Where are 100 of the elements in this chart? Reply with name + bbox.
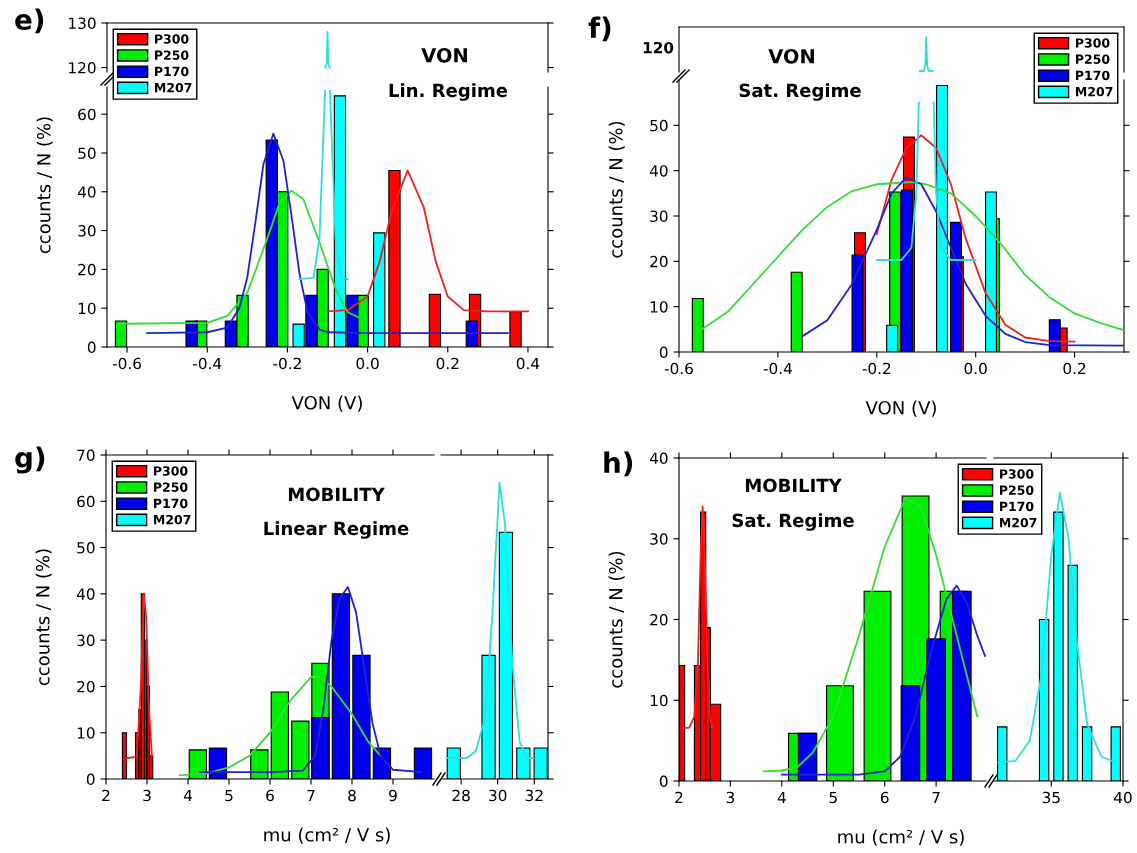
x-tick-label: 8 <box>348 789 356 802</box>
legend-label: M207 <box>1075 86 1113 97</box>
x-tick-label: 0.0 <box>964 362 987 375</box>
x-tick-label: 3 <box>726 791 735 804</box>
x-tick-label: -0.2 <box>862 362 891 375</box>
y-tick-label: 30 <box>77 634 95 647</box>
x-tick-label: 7 <box>932 791 940 804</box>
y-axis-title: ccounts / N (%) <box>35 549 52 686</box>
y-tick-label: 130 <box>69 17 96 30</box>
x-tick-label: 28 <box>452 789 470 802</box>
x-tick-label: -0.2 <box>273 357 301 370</box>
annotation: VON <box>768 48 814 64</box>
x-tick-label: 4 <box>777 791 786 804</box>
y-tick-label: 40 <box>76 588 95 600</box>
legend-label: P170 <box>154 498 188 509</box>
x-tick-label: 0.4 <box>516 357 540 370</box>
x-axis-title: mu (cm² / V s) <box>264 827 390 844</box>
x-tick-label: 30 <box>489 789 507 802</box>
x-tick-label: 6 <box>880 791 889 804</box>
x-tick-label: 35 <box>1042 791 1060 804</box>
y-tick-label: 10 <box>77 727 95 739</box>
annotation: MOBILITY <box>745 478 842 493</box>
text: f) <box>588 16 611 42</box>
y-tick-label: 30 <box>78 225 96 237</box>
x-tick-label: 0.2 <box>436 357 459 370</box>
annotation: MOBILITY <box>288 487 385 502</box>
y-tick-label: 40 <box>649 452 668 465</box>
legend-label: P250 <box>155 50 189 60</box>
y-tick-label: 0 <box>86 773 95 786</box>
legend-label: P170 <box>999 501 1034 512</box>
x-tick-label: 6 <box>266 789 274 802</box>
legend-label: M207 <box>154 514 191 525</box>
y-tick-label: 10 <box>650 301 668 313</box>
x-tick-label: 32 <box>525 789 543 802</box>
y-tick-label: 70 <box>77 449 95 462</box>
y-tick-label: 0 <box>659 775 668 788</box>
annotation: Lin. Regime <box>389 83 508 101</box>
x-tick-label: 5 <box>829 791 837 804</box>
legend-label: M207 <box>155 82 192 93</box>
legend-label: P300 <box>999 469 1034 479</box>
line-series <box>680 505 714 730</box>
y-tick-label: 10 <box>78 302 96 315</box>
x-tick-label: -0.4 <box>763 362 792 375</box>
y-axis-title: ccounts / N (%) <box>608 551 625 688</box>
x-tick-label: 9 <box>389 789 397 802</box>
line-series <box>780 584 986 776</box>
x-tick-label: 3 <box>143 789 151 802</box>
y-tick-label: 50 <box>78 147 96 159</box>
y-tick-label: 40 <box>77 186 96 198</box>
legend-label: P170 <box>1075 70 1110 81</box>
y-tick-label: 60 <box>77 495 95 508</box>
x-tick-label: -0.4 <box>193 357 222 370</box>
legend-label: P170 <box>155 66 189 77</box>
y-tick-label: 10 <box>650 694 668 707</box>
y-tick-label: 20 <box>650 613 668 626</box>
annotation: Linear Regime <box>264 521 409 539</box>
legend-label: M207 <box>999 517 1037 528</box>
y-tick-label: 120 <box>69 62 96 74</box>
text: e) <box>15 8 44 34</box>
legend-label: P250 <box>999 485 1034 495</box>
x-tick-label: 2 <box>102 789 110 802</box>
x-tick-label: -0.6 <box>112 357 141 370</box>
x-tick-label: 0.0 <box>356 357 379 370</box>
x-axis-title: mu (cm² / V s) <box>838 829 964 846</box>
line-series <box>326 169 529 313</box>
x-tick-label: 40 <box>1114 791 1132 804</box>
x-axis-title: VON (V) <box>865 400 936 417</box>
x-tick-label: 2 <box>675 791 683 804</box>
y-tick-label: 40 <box>649 165 668 177</box>
y-tick-label: 30 <box>650 210 668 223</box>
y-tick-label: 50 <box>650 119 668 132</box>
legend-label: P300 <box>1075 38 1110 48</box>
annotation: VON <box>421 47 467 63</box>
y-axis-title: ccounts / N (%) <box>608 121 625 258</box>
x-tick-label: 4 <box>183 789 192 802</box>
legend-label: P250 <box>1075 54 1110 64</box>
text: g) <box>15 446 45 474</box>
y-tick-label: 20 <box>78 263 96 276</box>
y-tick-label: 0 <box>659 346 668 359</box>
y-tick-label: 20 <box>650 255 668 268</box>
legend-label: P300 <box>154 466 188 476</box>
x-tick-label: 7 <box>307 789 315 802</box>
legend-label: P300 <box>155 34 189 44</box>
x-tick-label: 0.2 <box>1063 362 1086 375</box>
annotation: Sat. Regime <box>739 83 861 101</box>
annotation: Sat. Regime <box>732 513 854 531</box>
text: h) <box>604 451 633 477</box>
legend-label: P250 <box>154 482 188 492</box>
y-tick-label: 20 <box>77 680 95 693</box>
x-axis-title: VON (V) <box>291 395 362 412</box>
line-series <box>875 134 1076 343</box>
line-series <box>801 176 1124 347</box>
y-axis-title: ccounts / N (%) <box>36 117 53 254</box>
x-tick-label: -0.6 <box>664 362 693 375</box>
x-tick-label: 5 <box>225 789 233 802</box>
y-tick-label: 60 <box>78 108 96 121</box>
y-tick-label: 50 <box>77 542 95 554</box>
y-tick-label: 0 <box>87 341 96 354</box>
line-series <box>697 181 1124 333</box>
y-tick-label: 30 <box>650 533 668 545</box>
